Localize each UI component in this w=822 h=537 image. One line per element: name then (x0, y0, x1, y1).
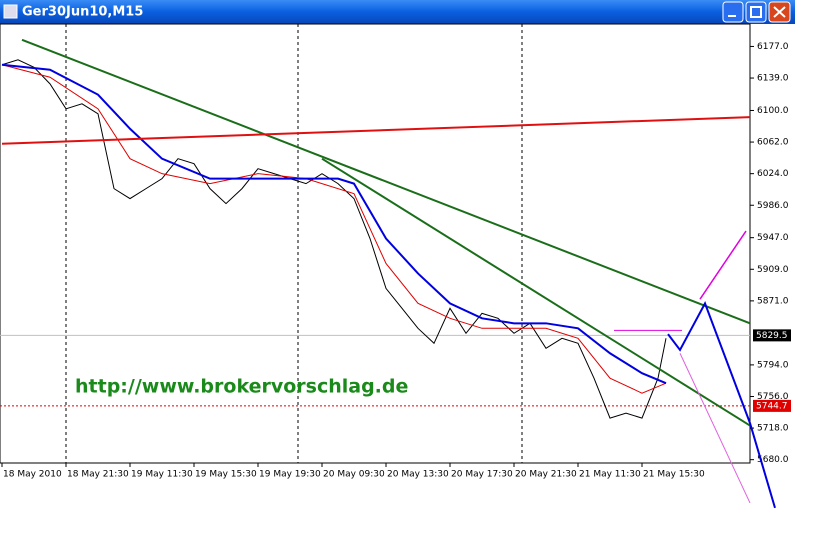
x-tick-label: 19 May 19:30 (259, 470, 321, 480)
x-tick-label: 18 May 21:30 (67, 470, 129, 480)
close-button[interactable] (768, 1, 791, 23)
x-tick-label: 21 May 15:30 (643, 470, 705, 480)
y-tick-label: 5909.0 (757, 265, 789, 275)
y-tick-label: 5794.0 (757, 360, 789, 370)
x-tick-label: 20 May 21:30 (515, 470, 577, 480)
y-tick-label: 5947.0 (757, 233, 789, 243)
series-line (1, 59, 667, 419)
price-box (753, 399, 791, 412)
series-line (1, 64, 667, 394)
y-tick-label: 6139.0 (757, 74, 789, 84)
series-line (21, 38, 751, 325)
minimize-button[interactable] (722, 1, 744, 23)
y-tick-label: 6100.0 (757, 106, 789, 116)
title-bar (0, 0, 795, 24)
series-line (1, 63, 667, 385)
y-tick-label: 6024.0 (757, 169, 789, 179)
y-tick-label: 5718.0 (757, 424, 789, 434)
series-line (321, 157, 751, 427)
series-line (667, 300, 776, 509)
x-tick-label: 19 May 15:30 (195, 470, 257, 480)
series-line (679, 353, 751, 504)
y-tick-label: 6177.0 (757, 42, 789, 52)
y-tick-label: 5680.0 (757, 455, 789, 465)
x-tick-label: 20 May 17:30 (451, 470, 513, 480)
maximize-button[interactable] (745, 1, 767, 23)
y-tick-label: 6062.0 (757, 138, 789, 148)
plot: 6177.0 6139.0 6100.0 6062.0 6024.0 5986.0 5947… (0, 24, 789, 509)
window-title: Ger30Jun10,M15 (22, 5, 143, 20)
y-tick-label: 5756.0 (757, 392, 789, 402)
x-tick-label: 18 May 2010 (3, 470, 62, 480)
x-tick-label: 20 May 13:30 (387, 470, 449, 480)
watermark: http://www.brokervorschlag.de (75, 376, 408, 398)
series-line (1, 116, 751, 145)
x-tick-label: 20 May 09:30 (323, 470, 385, 480)
window-icon (3, 4, 18, 19)
x-tick-label: 21 May 11:30 (579, 470, 641, 480)
price-box (753, 329, 791, 342)
series-line (699, 230, 747, 300)
price-label: 5829.5 (756, 331, 788, 341)
y-tick-label: 5871.0 (757, 296, 789, 306)
x-tick-label: 19 May 11:30 (131, 470, 193, 480)
plot-area (0, 23, 751, 464)
price-label: 5744.7 (756, 401, 788, 411)
y-tick-label: 5986.0 (757, 201, 789, 211)
